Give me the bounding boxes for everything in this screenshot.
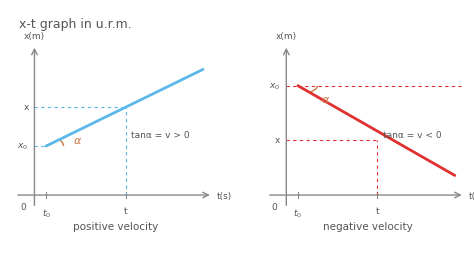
Text: 0: 0 (272, 202, 278, 211)
Text: negative velocity: negative velocity (323, 221, 412, 231)
Text: $x_0$: $x_0$ (269, 81, 281, 92)
Text: $t_0$: $t_0$ (42, 207, 51, 219)
Text: x-t graph in u.r.m.: x-t graph in u.r.m. (19, 18, 132, 31)
Text: tanα = v < 0: tanα = v < 0 (383, 131, 442, 140)
Text: t: t (375, 207, 379, 216)
Text: t(s): t(s) (468, 191, 474, 200)
Text: x(m): x(m) (276, 32, 297, 41)
Text: t: t (124, 207, 128, 216)
Text: x(m): x(m) (24, 32, 45, 41)
Text: tanα = v > 0: tanα = v > 0 (131, 131, 190, 140)
Text: $t_0$: $t_0$ (293, 207, 302, 219)
Text: $x_0$: $x_0$ (18, 141, 28, 152)
Text: $\alpha$: $\alpha$ (321, 94, 330, 104)
Text: t(s): t(s) (217, 191, 232, 200)
Text: x: x (23, 103, 28, 112)
Text: x: x (275, 136, 281, 145)
Text: 0: 0 (20, 202, 26, 211)
Text: positive velocity: positive velocity (73, 221, 158, 231)
Text: $\alpha$: $\alpha$ (73, 135, 82, 145)
